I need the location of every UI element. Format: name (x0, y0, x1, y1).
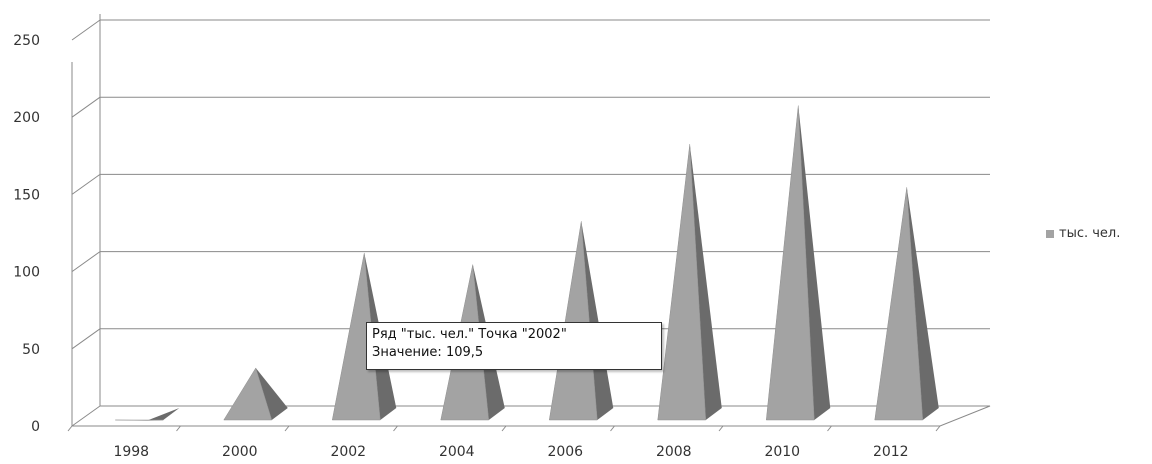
tooltip-value-line: Значение: 109,5 (372, 345, 484, 360)
legend-swatch (1046, 229, 1054, 238)
x-tick-mark (67, 425, 73, 432)
x-tick-label: 2010 (764, 444, 800, 460)
bar (765, 105, 815, 421)
y-tick-label: 100 (13, 265, 40, 281)
bar-side (689, 144, 722, 420)
tooltip-series-line: Ряд "тыс. чел." Точка "2002" (372, 327, 567, 342)
x-tick-mark (176, 425, 181, 432)
bar-side (581, 221, 614, 420)
bar-side (255, 367, 288, 420)
y-tick-label: 250 (13, 33, 40, 49)
x-tick-mark (393, 425, 398, 432)
bar (657, 144, 707, 421)
x-tick-label: 2004 (439, 444, 475, 460)
gridline-side (71, 328, 101, 350)
bar (223, 367, 273, 421)
y-tick-label: 150 (13, 187, 40, 203)
bar-side (906, 187, 939, 420)
x-tick-mark (284, 425, 290, 432)
x-tick-label: 2008 (656, 444, 692, 460)
y-tick-label: 200 (13, 110, 40, 126)
gridline-side (71, 251, 101, 273)
x-tick-label: 2006 (547, 444, 583, 460)
legend-label: тыс. чел. (1059, 226, 1121, 241)
y-tick-label: 50 (22, 342, 40, 358)
x-tick-label: 1998 (113, 444, 149, 460)
legend: тыс. чел. (1046, 226, 1120, 241)
bar-side (798, 105, 831, 420)
gridline-side (71, 173, 101, 195)
x-tick-mark (501, 425, 507, 432)
x-tick-mark (935, 425, 941, 432)
x-tick-label: 2002 (330, 444, 366, 460)
data-tooltip: Ряд "тыс. чел." Точка "2002" Значение: 1… (366, 322, 662, 370)
y-tick-label: 0 (31, 419, 40, 435)
x-tick-label: 2000 (222, 444, 258, 460)
bar-side (147, 408, 180, 421)
gridline-side (71, 96, 101, 118)
bar (874, 187, 924, 421)
bar (548, 221, 598, 421)
x-tick-mark (718, 425, 724, 432)
x-tick-mark (827, 425, 832, 432)
x-tick-mark (610, 425, 615, 432)
gridline-side (71, 19, 101, 41)
gridline-side (71, 405, 101, 427)
x-tick-label: 2012 (873, 444, 909, 460)
floor-outline (72, 405, 991, 427)
